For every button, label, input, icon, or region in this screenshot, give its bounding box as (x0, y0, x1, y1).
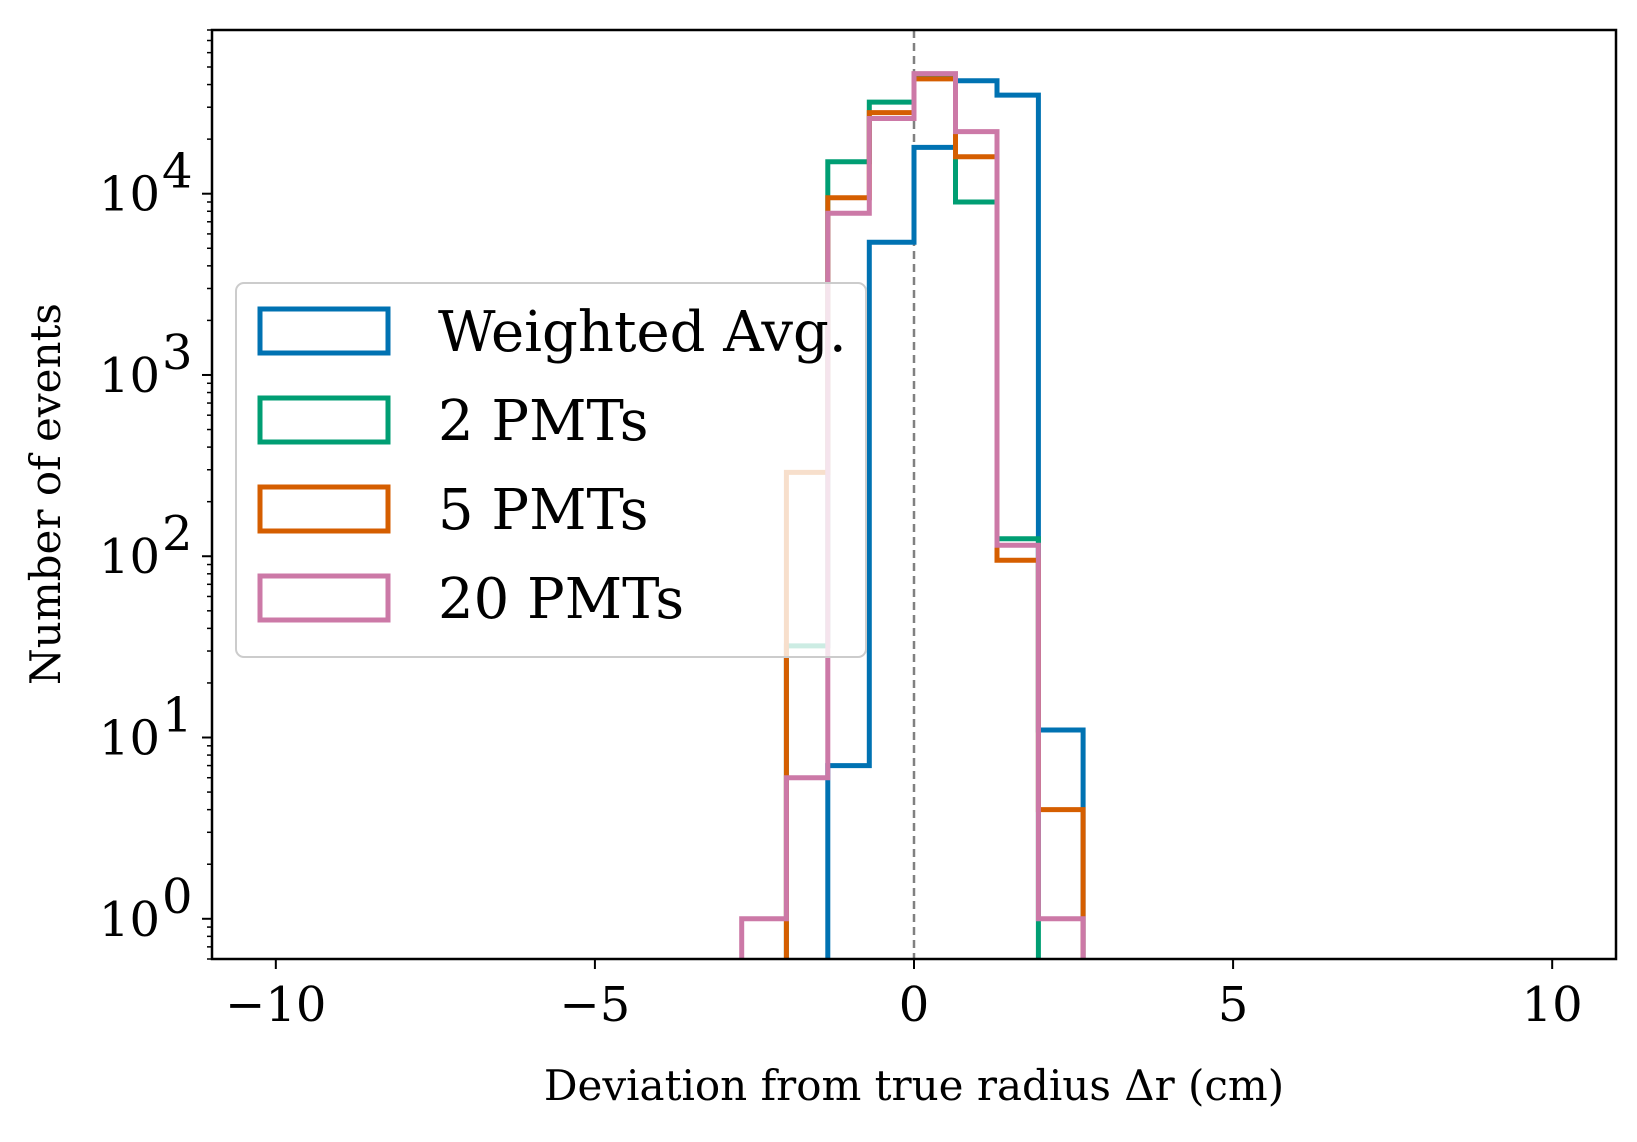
legend-swatch (257, 573, 391, 623)
y-tick-exponent: 3 (162, 325, 193, 381)
y-axis-title: Number of events (21, 303, 70, 685)
x-axis-title: Deviation from true radius Δr (cm) (544, 1061, 1284, 1110)
y-tick-exponent: 0 (162, 869, 193, 925)
legend-swatch (257, 395, 391, 445)
legend-swatch (257, 306, 391, 356)
plot-frame (210, 28, 1618, 961)
legend: Weighted Avg. 2 PMTs 5 PMTs 20 PMTs (235, 282, 867, 658)
legend-swatch (257, 484, 391, 534)
x-tick-label: 5 (1218, 977, 1249, 1033)
y-tick-label: 10 (99, 167, 160, 223)
y-tick-exponent: 2 (162, 506, 193, 562)
y-tick-label: 10 (99, 348, 160, 404)
y-tick-label: 10 (99, 711, 160, 767)
legend-label: 2 PMTs (438, 389, 648, 454)
y-tick-label: 10 (99, 892, 160, 948)
x-tick-label: 10 (1522, 977, 1583, 1033)
legend-label: 5 PMTs (438, 478, 648, 543)
y-tick-exponent: 4 (162, 144, 193, 200)
x-tick-label: 0 (899, 977, 930, 1033)
series-weighted-avg-step (825, 78, 1086, 959)
x-tick-label: −10 (225, 977, 326, 1033)
legend-box (235, 282, 867, 658)
y-tick-exponent: 1 (162, 688, 193, 744)
y-tick-label: 10 (99, 529, 160, 585)
x-tick-labels: −10 −5 0 5 10 (225, 977, 1583, 1033)
x-tick-label: −5 (560, 977, 631, 1033)
major-ticks (202, 192, 1554, 969)
series-20-pmts-step (739, 71, 1086, 959)
legend-label: Weighted Avg. (438, 300, 847, 365)
legend-label: 20 PMTs (438, 567, 684, 632)
